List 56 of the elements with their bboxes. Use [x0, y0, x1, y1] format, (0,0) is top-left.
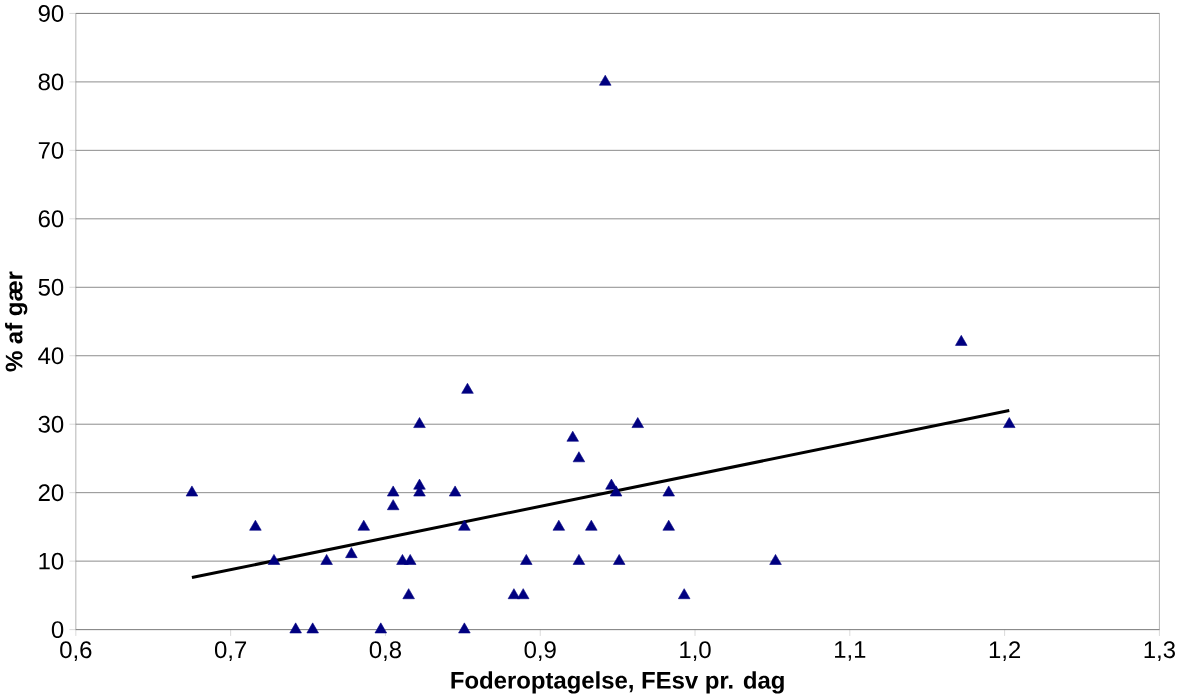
- point: [267, 554, 281, 565]
- point: [413, 417, 426, 429]
- point: [387, 499, 400, 511]
- point: [631, 417, 644, 429]
- y-tick-label: 90: [38, 5, 64, 23]
- point: [613, 554, 626, 565]
- point: [306, 622, 319, 634]
- point: [1003, 417, 1016, 429]
- point: [678, 588, 691, 600]
- y-tick-label: 50: [38, 279, 64, 296]
- x-axis-title: Foderoptagelse, FEsv pr. dag: [451, 671, 784, 694]
- point: [662, 485, 675, 497]
- y-tick-label: 40: [38, 347, 64, 365]
- y-tick-label: 70: [38, 142, 64, 160]
- point: [552, 520, 565, 531]
- point: [458, 520, 471, 531]
- x-tick-label: 1,2: [989, 641, 1021, 662]
- point: [520, 554, 533, 565]
- point: [402, 588, 415, 600]
- y-tick-label: 20: [38, 484, 64, 502]
- y-tick-label: 30: [38, 415, 64, 433]
- y-tick-label: 10: [39, 552, 64, 570]
- x-tick-label: 1,1: [835, 641, 866, 661]
- point: [769, 554, 782, 565]
- y-tick-label: 80: [38, 73, 64, 91]
- point: [374, 622, 387, 634]
- point: [517, 588, 530, 600]
- x-tick-label: 0,6: [60, 641, 92, 662]
- point: [572, 554, 586, 565]
- point: [357, 520, 370, 531]
- point: [249, 520, 262, 531]
- y-axis-title: % af gær: [4, 271, 28, 372]
- point: [507, 588, 521, 600]
- point: [609, 485, 623, 497]
- x-tick-label: 0,9: [524, 641, 556, 662]
- x-tick-label: 1,0: [680, 641, 711, 662]
- point: [185, 485, 199, 497]
- point: [566, 431, 579, 442]
- point: [599, 75, 612, 86]
- x-tick-label: 0,8: [369, 641, 401, 662]
- point: [387, 485, 400, 497]
- point: [404, 554, 417, 565]
- point: [289, 622, 302, 634]
- point: [448, 485, 462, 497]
- point: [572, 451, 586, 463]
- point: [345, 547, 358, 559]
- y-tick-label: 0: [51, 621, 64, 639]
- point: [458, 622, 471, 634]
- point: [461, 383, 474, 394]
- x-tick-label: 1,3: [1144, 641, 1175, 662]
- y-tick-label: 60: [38, 210, 64, 228]
- point: [320, 554, 333, 565]
- point: [585, 520, 598, 531]
- point: [955, 335, 968, 346]
- x-tick-label: 0,7: [214, 641, 247, 662]
- point: [662, 520, 675, 531]
